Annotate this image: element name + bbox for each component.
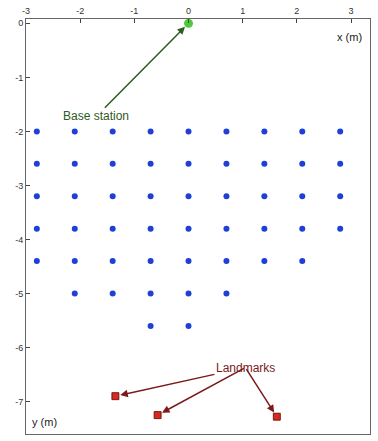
svg-text:3: 3 <box>349 6 354 16</box>
svg-text:1: 1 <box>240 6 245 16</box>
svg-text:-7: -7 <box>15 397 23 407</box>
svg-text:2: 2 <box>294 6 299 16</box>
svg-text:-5: -5 <box>15 289 23 299</box>
svg-text:-4: -4 <box>15 235 23 245</box>
svg-text:0: 0 <box>18 18 23 28</box>
svg-text:-6: -6 <box>15 343 23 353</box>
svg-text:x (m): x (m) <box>337 31 362 43</box>
svg-text:-2: -2 <box>15 127 23 137</box>
svg-text:0: 0 <box>186 6 191 16</box>
svg-text:Landmarks: Landmarks <box>216 361 275 375</box>
svg-text:-1: -1 <box>15 73 23 83</box>
svg-text:Base station: Base station <box>63 109 129 123</box>
svg-text:-1: -1 <box>130 6 138 16</box>
svg-text:-3: -3 <box>15 181 23 191</box>
svg-text:y (m): y (m) <box>32 416 57 428</box>
svg-text:-2: -2 <box>76 6 84 16</box>
svg-text:-3: -3 <box>22 6 30 16</box>
